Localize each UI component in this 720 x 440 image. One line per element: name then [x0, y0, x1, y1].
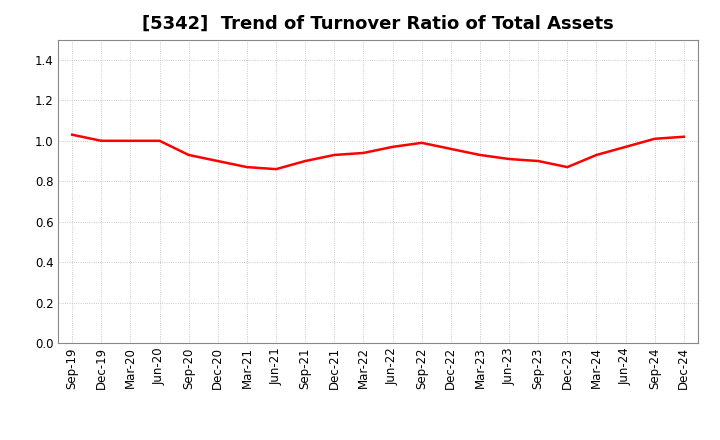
Title: [5342]  Trend of Turnover Ratio of Total Assets: [5342] Trend of Turnover Ratio of Total … [142, 15, 614, 33]
